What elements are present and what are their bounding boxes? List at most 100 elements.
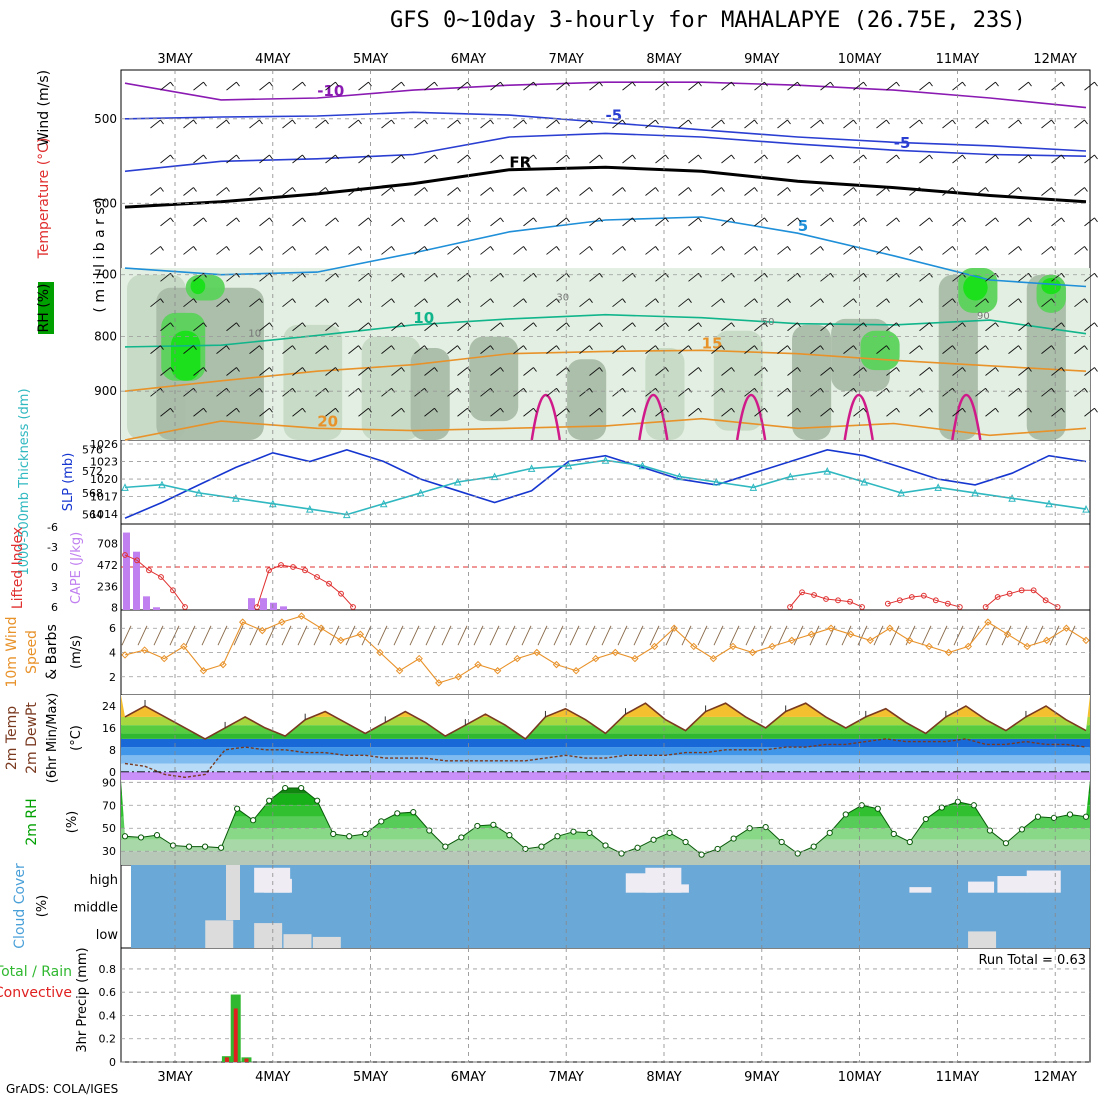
wind-barb [226, 322, 237, 332]
wind-barb [325, 154, 336, 164]
wind-barb-flag [236, 154, 240, 160]
date-label-bottom: 8MAY [646, 1070, 681, 1085]
wind-barb [358, 217, 369, 227]
low-cloud-block [968, 931, 997, 948]
wind-barb [645, 345, 656, 355]
wind-barb [1084, 81, 1095, 91]
date-label-top: 9MAY [744, 52, 779, 67]
wind-barb [424, 81, 435, 91]
wind-barb-flag [655, 187, 659, 192]
surface-wind-barb [473, 625, 484, 646]
wind-barb-flag [457, 246, 461, 251]
wind-speed-marker [1023, 642, 1031, 651]
isotherm-label: 15 [702, 334, 723, 352]
lifted-index-marker [134, 557, 140, 564]
wind-barb [678, 119, 689, 129]
rh-marker [506, 832, 513, 839]
wind-barb [546, 345, 557, 355]
rh-marker [298, 784, 305, 792]
rh-marker [153, 832, 161, 839]
wind-barb [820, 322, 831, 332]
wind-barb-flag [302, 367, 306, 372]
wind-barb-flag [721, 298, 725, 303]
wind-barb [523, 154, 534, 164]
lifted-index-marker [884, 600, 891, 607]
surface-wind-barb [633, 625, 644, 646]
cape-tick-label: 8 [111, 601, 118, 614]
wind-barb-flag [457, 119, 461, 125]
wind-barb-flag [721, 388, 725, 393]
thickness-marker [342, 510, 351, 519]
wind-barb [556, 81, 567, 91]
wind-barb-flag [434, 322, 438, 328]
thickness-marker [1045, 499, 1053, 508]
chart-title: GFS 0~10day 3-hourly for MAHALAPYE (26.7… [390, 8, 1026, 33]
wind-barb [523, 322, 534, 332]
wind-barb [843, 187, 854, 196]
rh-marker [250, 817, 257, 824]
lifted-index-marker [350, 604, 356, 610]
wind-barb-flag [632, 154, 636, 160]
surface-wind-barb [713, 625, 724, 646]
rh-marker [938, 804, 945, 811]
wind-barb-flag [203, 273, 207, 278]
wind-barb [1074, 345, 1085, 355]
wind-speed-marker [219, 660, 227, 669]
temp-tick-label: 16 [102, 722, 116, 735]
wind-barb [1051, 217, 1062, 227]
wind-barb-flag [424, 345, 428, 350]
wind-barb-flag [962, 217, 966, 223]
footer-credit: GrADS: COLA/IGES [6, 1082, 119, 1096]
wind-barb [447, 345, 458, 355]
wind-barb [942, 246, 953, 255]
lifted-index-marker [170, 587, 176, 594]
precip-tick-label: 0.6 [99, 986, 117, 999]
rh-mask [121, 780, 1090, 855]
rh-shade-region [938, 274, 978, 440]
thickness-tick-label: 576 [82, 443, 103, 456]
wind-barb-flag [203, 154, 207, 160]
wind-barb-flag [391, 298, 395, 303]
thickness-marker [453, 477, 462, 486]
wind-barb-flag [556, 388, 560, 393]
wind-barb-flag [533, 154, 537, 160]
wind-speed-marker [827, 624, 835, 632]
wind-barb-flag [665, 81, 669, 87]
wind-barb [909, 298, 920, 308]
wind-barb-flag [292, 345, 296, 350]
wind-barb-flag [170, 367, 174, 372]
wind-barb-flag [523, 187, 527, 192]
wind-barb-flag [962, 81, 966, 87]
wind-barb-flag [1051, 187, 1055, 192]
wind-barb-flag [533, 217, 537, 223]
rh-marker [458, 834, 465, 841]
wind-barb-flag [764, 367, 768, 372]
rh-marker [378, 818, 385, 825]
wind-barb [589, 407, 600, 417]
wind-barb [216, 345, 227, 355]
wind-barb-flag [368, 273, 372, 278]
wind-barb-flag [292, 119, 296, 125]
rh-shade-region [792, 324, 832, 440]
wind-barb [325, 322, 336, 332]
precip-tick-label: 0.4 [99, 1009, 117, 1022]
lifted-index-marker [908, 594, 915, 600]
wind-barb [843, 387, 854, 397]
wind-barb [942, 187, 953, 196]
surface-wind-barb [841, 625, 852, 646]
isotherm-label: -5 [894, 134, 911, 152]
wind-barb [391, 154, 402, 164]
wind-barb [952, 407, 963, 417]
wind-barb [909, 119, 920, 129]
wind-barb-flag [599, 322, 603, 328]
wind-barb-flag [853, 388, 857, 393]
wind-barb-flag [589, 119, 593, 125]
wind-barb-flag [236, 407, 240, 413]
thickness-marker [601, 456, 610, 464]
wind-barb [315, 387, 326, 397]
wind-barb-flag [226, 345, 230, 350]
wind-barb [282, 345, 293, 355]
wind-barb [457, 81, 468, 91]
wind-barb [381, 387, 392, 397]
wind-barb [843, 119, 854, 129]
